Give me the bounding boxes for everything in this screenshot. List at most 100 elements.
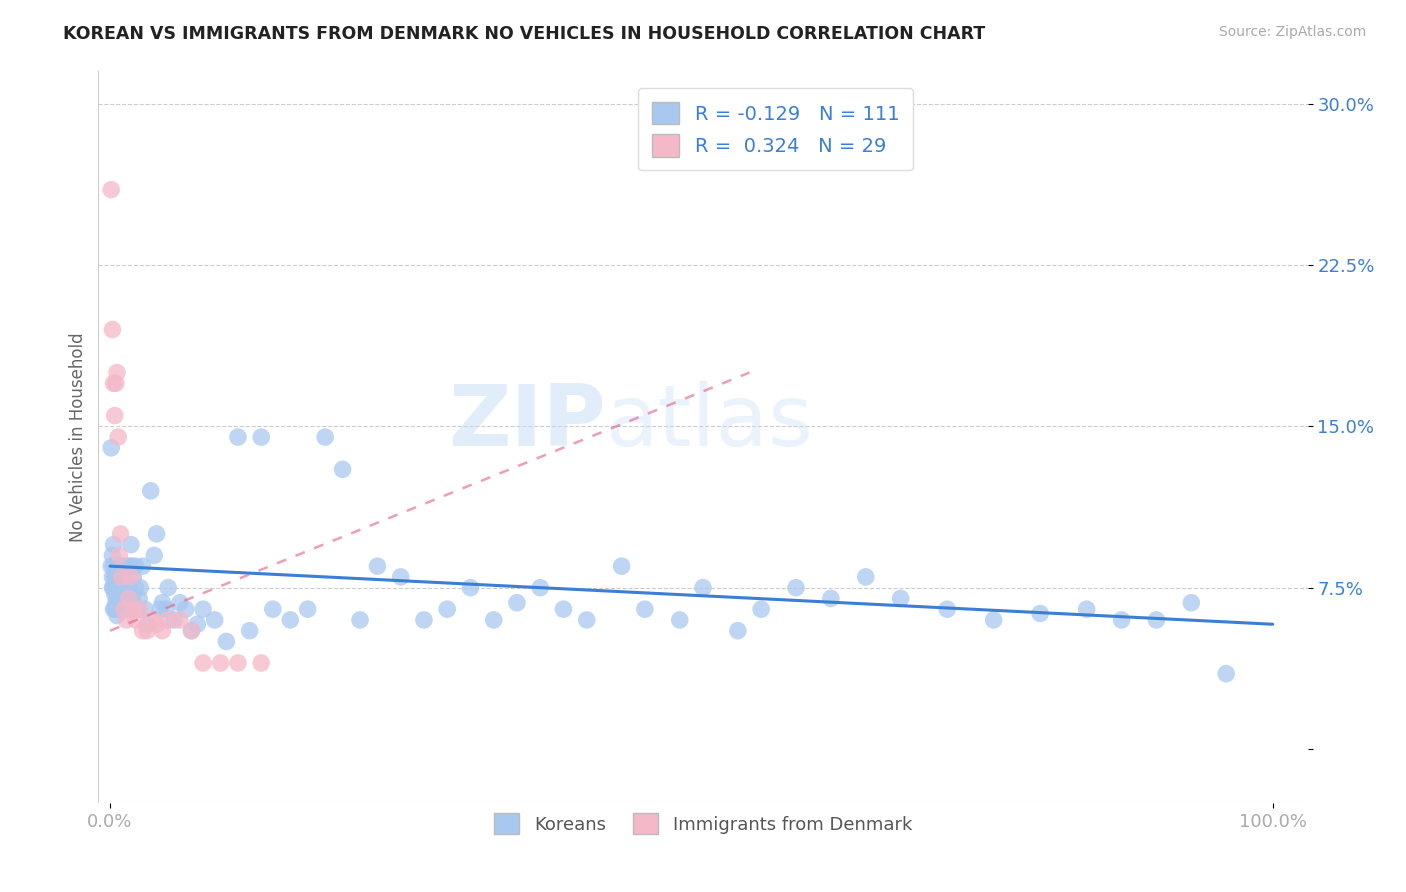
Point xyxy=(575,613,598,627)
Point xyxy=(1144,613,1167,627)
Point xyxy=(129,581,152,595)
Point xyxy=(100,441,122,455)
Point xyxy=(108,596,131,610)
Point xyxy=(115,591,138,606)
Point xyxy=(100,559,122,574)
Legend: Koreans, Immigrants from Denmark: Koreans, Immigrants from Denmark xyxy=(486,806,920,841)
Point xyxy=(169,613,191,627)
Point xyxy=(104,587,127,601)
Point xyxy=(111,559,134,574)
Point xyxy=(855,570,877,584)
Point xyxy=(107,574,129,589)
Point xyxy=(332,462,354,476)
Point xyxy=(157,613,180,627)
Point xyxy=(120,587,142,601)
Point xyxy=(111,596,134,610)
Point xyxy=(163,613,186,627)
Point xyxy=(101,570,124,584)
Point xyxy=(104,596,127,610)
Point xyxy=(174,602,197,616)
Point xyxy=(110,570,132,584)
Point xyxy=(136,624,159,638)
Point xyxy=(890,591,912,606)
Text: ZIP: ZIP xyxy=(449,381,606,464)
Point xyxy=(191,656,214,670)
Point xyxy=(104,602,127,616)
Point xyxy=(186,617,208,632)
Point xyxy=(104,581,127,595)
Point xyxy=(139,483,162,498)
Point xyxy=(983,613,1005,627)
Point xyxy=(105,591,128,606)
Point xyxy=(101,549,124,563)
Point xyxy=(115,613,138,627)
Point xyxy=(262,602,284,616)
Point xyxy=(122,596,145,610)
Point xyxy=(111,581,134,595)
Point xyxy=(150,624,173,638)
Point xyxy=(104,409,127,423)
Point xyxy=(180,624,202,638)
Point xyxy=(169,596,191,610)
Point xyxy=(111,570,134,584)
Point xyxy=(103,376,125,391)
Point xyxy=(820,591,842,606)
Point xyxy=(107,430,129,444)
Point xyxy=(297,602,319,616)
Point xyxy=(118,581,141,595)
Point xyxy=(122,602,145,616)
Point xyxy=(785,581,807,595)
Point xyxy=(104,570,127,584)
Point xyxy=(110,527,132,541)
Point xyxy=(105,559,128,574)
Point xyxy=(1180,596,1202,610)
Point xyxy=(107,602,129,616)
Point xyxy=(108,581,131,595)
Point xyxy=(149,602,172,616)
Point xyxy=(1215,666,1237,681)
Point xyxy=(136,617,159,632)
Point xyxy=(145,527,167,541)
Point xyxy=(112,602,135,616)
Point xyxy=(103,559,125,574)
Point xyxy=(120,570,142,584)
Point xyxy=(250,656,273,670)
Point xyxy=(103,602,125,616)
Point xyxy=(1111,613,1133,627)
Point xyxy=(128,602,150,616)
Text: atlas: atlas xyxy=(606,381,814,464)
Point xyxy=(122,570,145,584)
Point xyxy=(105,366,128,380)
Point xyxy=(389,570,412,584)
Point xyxy=(124,613,146,627)
Point xyxy=(118,602,141,616)
Point xyxy=(692,581,714,595)
Point xyxy=(124,581,146,595)
Point xyxy=(1029,607,1052,621)
Point xyxy=(634,602,657,616)
Point xyxy=(111,559,134,574)
Point xyxy=(131,624,153,638)
Point xyxy=(104,602,127,616)
Point xyxy=(141,613,163,627)
Point xyxy=(749,602,772,616)
Point xyxy=(115,559,138,574)
Point xyxy=(155,602,177,616)
Point xyxy=(118,559,141,574)
Point xyxy=(110,581,132,595)
Point xyxy=(157,581,180,595)
Point xyxy=(610,559,633,574)
Point xyxy=(112,602,135,616)
Point xyxy=(103,538,125,552)
Point xyxy=(936,602,959,616)
Point xyxy=(121,559,143,574)
Point xyxy=(108,602,131,616)
Point xyxy=(226,656,249,670)
Point xyxy=(150,596,173,610)
Point xyxy=(314,430,336,444)
Point xyxy=(239,624,262,638)
Point xyxy=(107,559,129,574)
Point xyxy=(124,559,146,574)
Point xyxy=(460,581,482,595)
Point xyxy=(134,602,156,616)
